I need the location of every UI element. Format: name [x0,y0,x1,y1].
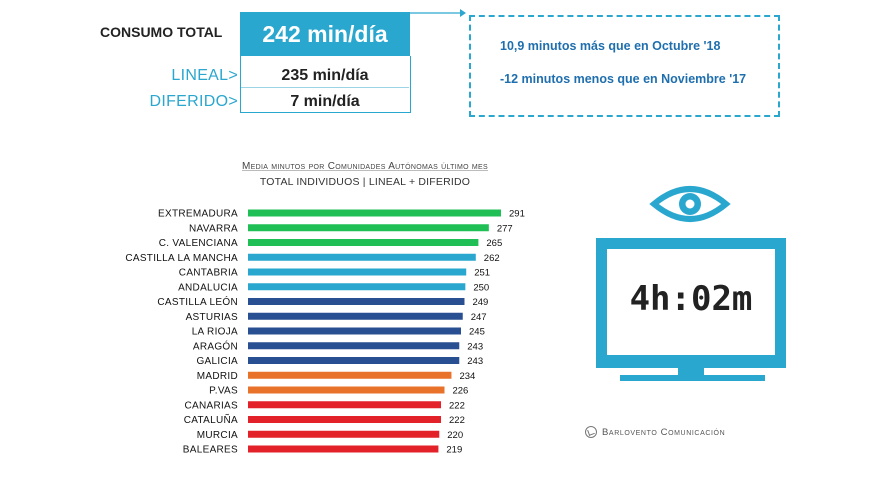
value-label: 243 [467,356,483,367]
breakdown-box [240,56,411,113]
bar [248,209,501,217]
value-label: 291 [509,209,525,220]
brand-logo-icon [585,426,597,438]
brand-credit: Barlovento Comunicación [585,426,725,438]
category-label: C. VALENCIANA [159,238,238,249]
value-label: 262 [484,253,500,264]
monitor-stand [678,368,704,378]
bar [248,298,465,305]
lineal-value: 235 min/día [281,67,369,84]
category-label: ANDALUCIA [178,282,238,293]
bar [248,342,460,350]
chart-title: Media minutos por Comunidades Autónomas … [242,161,488,172]
value-label: 251 [474,268,490,279]
bar [248,327,462,335]
category-label: GALICIA [196,356,238,367]
category-label: CANARIAS [184,400,238,411]
comparison-november: -12 minutos menos que en Noviembre '17 [500,72,747,86]
value-label: 226 [452,386,468,397]
value-label: 245 [469,327,485,338]
category-label: ARAGÓN [193,339,238,352]
category-label: MURCIA [197,430,238,441]
diferido-label: DIFERIDO> [149,93,238,110]
value-label: 265 [486,238,502,249]
value-label: 222 [449,400,465,411]
value-label: 247 [471,312,487,323]
breakdown-divider [241,87,409,88]
monitor-screen [607,249,775,355]
comparison-box [469,15,780,117]
total-consumption-value: 242 min/día [240,12,410,56]
bar [248,401,442,409]
diferido-value: 7 min/día [290,93,360,110]
category-label: MADRID [197,371,238,382]
value-label: 234 [459,371,475,382]
value-label: 277 [497,223,513,234]
category-label: EXTREMADURA [158,209,238,220]
bar [248,386,445,394]
comparison-october: 10,9 minutos más que en Octubre '18 [500,39,721,53]
value-label: 243 [467,341,483,352]
category-label: CANTABRIA [179,268,238,279]
bar [248,312,463,320]
bar [248,239,479,246]
category-label: CATALUÑA [184,413,238,426]
total-consumption-label: CONSUMO TOTAL [100,24,223,40]
value-label: 222 [449,415,465,426]
category-label: CASTILLA LA MANCHA [125,253,238,264]
value-label: 220 [447,430,463,441]
value-label: 249 [472,297,488,308]
monitor-time: 4h:02m [630,279,753,319]
bar [248,283,466,291]
category-label: LA RIOJA [192,327,238,338]
brand-name: Barlovento Comunicación [602,426,726,438]
eye-icon [649,186,731,222]
value-label: 219 [446,445,462,456]
bar [248,445,439,453]
value-label: 250 [473,282,489,293]
category-label: ASTURIAS [186,312,238,323]
bar [248,268,467,276]
category-label: CASTILLA LEÓN [157,295,238,308]
category-label: BALEARES [183,445,238,456]
category-label: P.VAS [209,386,238,397]
connector-arrow-icon [410,9,466,17]
monitor-base [620,375,765,381]
bar-chart: EXTREMADURA 291 NAVARRA 277 C. VALENCIANA 265… [125,209,525,456]
tv-monitor: 4h:02m [596,186,786,381]
bar [248,430,440,438]
lineal-label: LINEAL> [171,67,238,84]
bar [248,224,489,232]
bar [248,416,442,423]
bar [248,253,476,261]
category-label: NAVARRA [189,223,238,234]
bar [248,371,452,379]
chart-subtitle: TOTAL INDIVIDUOS | LINEAL + DIFERIDO [259,176,471,188]
bar [248,357,460,364]
